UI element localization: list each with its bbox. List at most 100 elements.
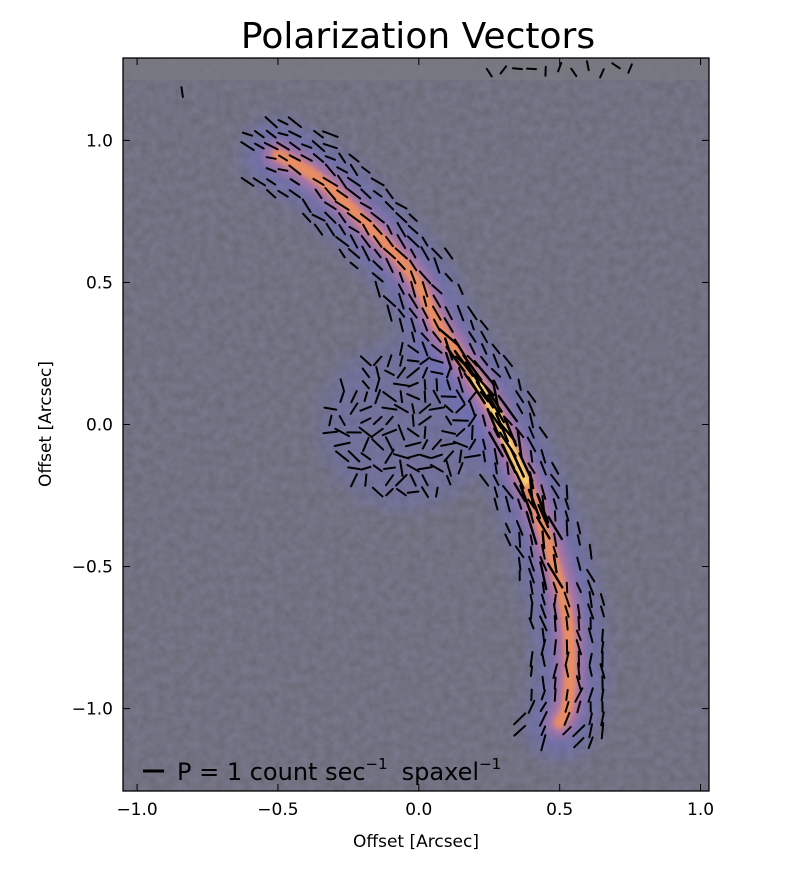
polarization-vector <box>322 176 339 187</box>
polarization-vector <box>565 688 569 702</box>
polarization-vector <box>385 188 394 200</box>
polarization-vector <box>409 259 418 272</box>
polarization-vector <box>457 376 464 393</box>
polarization-vector <box>601 628 604 642</box>
polarization-vector <box>576 603 581 620</box>
polarization-vector <box>418 270 432 285</box>
polarization-vector <box>362 436 370 452</box>
polarization-vector <box>540 604 547 619</box>
polarization-vector <box>406 463 420 473</box>
polarization-vector <box>418 403 432 414</box>
polarization-vector <box>381 406 398 411</box>
polarization-vector <box>452 419 469 422</box>
polarization-vector <box>565 519 569 537</box>
polarization-vector <box>421 341 429 357</box>
polarization-vector <box>457 462 464 475</box>
legend-label: P = 1 count sec−1 spaxel−1 <box>177 755 501 786</box>
axis-ticks <box>123 58 709 791</box>
polarization-vector <box>467 376 486 405</box>
polarization-vector <box>553 510 557 522</box>
polarization-vector <box>588 723 594 739</box>
polarization-vector <box>432 305 442 321</box>
polarization-vector <box>374 377 381 393</box>
polarization-vector <box>277 118 289 126</box>
polarization-vector <box>471 424 474 441</box>
polarization-vector <box>575 675 582 691</box>
polarization-vector <box>372 224 383 235</box>
polarization-vector <box>464 361 481 385</box>
polarization-vector <box>360 452 372 461</box>
polarization-vector <box>493 497 499 511</box>
polarization-vector <box>276 141 290 151</box>
polarization-vector <box>445 474 452 486</box>
polarization-vector <box>421 366 429 379</box>
polarization-vector <box>333 441 351 448</box>
polarization-vector <box>564 510 570 522</box>
polarization-vector <box>600 605 605 618</box>
polarization-vector <box>323 406 338 411</box>
polarization-vector <box>527 699 536 714</box>
polarization-vector <box>406 490 420 494</box>
polarization-vector <box>535 516 551 540</box>
polarization-vector <box>423 379 427 391</box>
polarization-vector <box>419 356 431 366</box>
polarization-vector <box>541 675 546 691</box>
polarization-vector <box>263 141 279 151</box>
polarization-vector <box>528 412 535 429</box>
polarization-vector <box>482 438 487 451</box>
x-tick-labels: −1.0 −0.5 0.0 0.5 1.0 <box>116 800 714 820</box>
polarization-vector <box>540 725 547 737</box>
polarization-vector <box>407 344 420 354</box>
polarization-vector <box>361 245 371 262</box>
polarization-vector <box>349 163 359 177</box>
polarization-vector <box>336 166 349 174</box>
polarization-vector <box>536 492 550 524</box>
polarization-vector <box>570 67 578 78</box>
polarization-vector <box>467 305 478 321</box>
polarization-vector <box>301 198 312 214</box>
polarization-vector <box>539 561 548 591</box>
polarization-vector <box>611 62 621 70</box>
polarization-vector <box>445 415 453 426</box>
polarization-vector <box>525 510 538 545</box>
polarization-vector <box>468 400 476 417</box>
polarization-vector <box>486 407 501 439</box>
polarization-vector <box>564 605 570 618</box>
polarization-vector <box>288 130 302 138</box>
polarization-vector <box>371 272 384 283</box>
polarization-vector <box>516 403 524 415</box>
polarization-vector <box>480 355 489 366</box>
polarization-vector <box>576 700 582 714</box>
polarization-vector <box>576 521 582 535</box>
polarization-vector <box>240 176 255 187</box>
polarization-vector <box>440 441 458 447</box>
polarization-vector <box>432 294 442 308</box>
polarization-vector <box>468 331 477 343</box>
polarization-vector <box>432 318 441 332</box>
polarization-vector <box>311 213 326 222</box>
polarization-vector <box>563 711 571 726</box>
polarization-vector <box>254 142 265 150</box>
polarization-vector <box>313 129 324 139</box>
polarization-vector <box>322 142 338 150</box>
polarization-vector <box>430 453 443 459</box>
polarization-vector <box>338 415 346 427</box>
polarization-vector <box>480 330 489 344</box>
polarization-vector <box>541 530 546 550</box>
polarization-vector <box>546 562 564 589</box>
polarization-vector <box>359 355 372 367</box>
polarization-vector <box>397 424 406 441</box>
polarization-vector <box>373 355 383 367</box>
polarization-vector <box>277 168 289 172</box>
polarization-vector <box>338 248 346 259</box>
polarization-vector <box>381 428 398 437</box>
polarization-vector <box>266 178 277 186</box>
polarization-vector <box>547 515 564 541</box>
polarization-vector <box>336 189 349 199</box>
polarization-vector <box>550 473 561 487</box>
polarization-vector <box>410 317 417 333</box>
polarization-vector <box>288 164 302 176</box>
polarization-vector <box>540 734 547 752</box>
polarization-vector <box>288 154 302 162</box>
